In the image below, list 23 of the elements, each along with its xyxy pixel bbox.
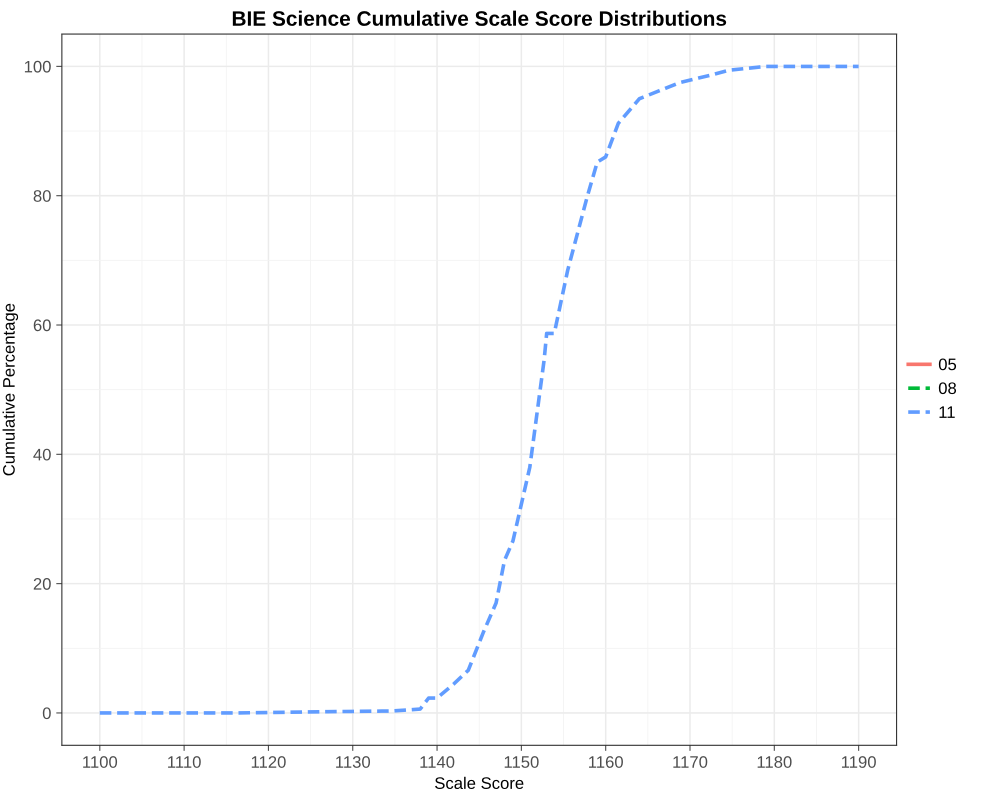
x-tick-label: 1120	[252, 756, 286, 768]
x-tick-label: 1190	[842, 756, 876, 768]
legend-label: 08	[938, 382, 956, 394]
y-tick-label: 0	[42, 707, 51, 720]
legend-label: 05	[938, 358, 956, 370]
y-tick-label: 100	[24, 60, 51, 73]
x-tick-label: 1130	[336, 756, 370, 768]
y-axis-title: Cumulative Percentage	[2, 304, 18, 476]
legend-label: 11	[940, 406, 955, 418]
line-series	[98, 64, 860, 715]
x-tick-label: 1140	[420, 756, 454, 768]
y-tick-label: 40	[33, 448, 51, 461]
x-tick-label: 1110	[168, 756, 201, 768]
y-tick-label: 20	[34, 578, 51, 590]
x-tick-label: 1150	[504, 756, 539, 768]
y-tick-label: 80	[34, 190, 51, 202]
x-tick-label: 1100	[83, 756, 118, 768]
x-tick-label: 1180	[758, 756, 792, 768]
chart-title: BIE Science Cumulative Scale Score Distributions	[232, 10, 726, 26]
x-tick-label: 1160	[589, 756, 623, 768]
x-axis-title: Scale Score	[435, 776, 524, 790]
y-tick-label: 60	[34, 319, 51, 332]
x-tick-label: 1170	[673, 756, 708, 768]
